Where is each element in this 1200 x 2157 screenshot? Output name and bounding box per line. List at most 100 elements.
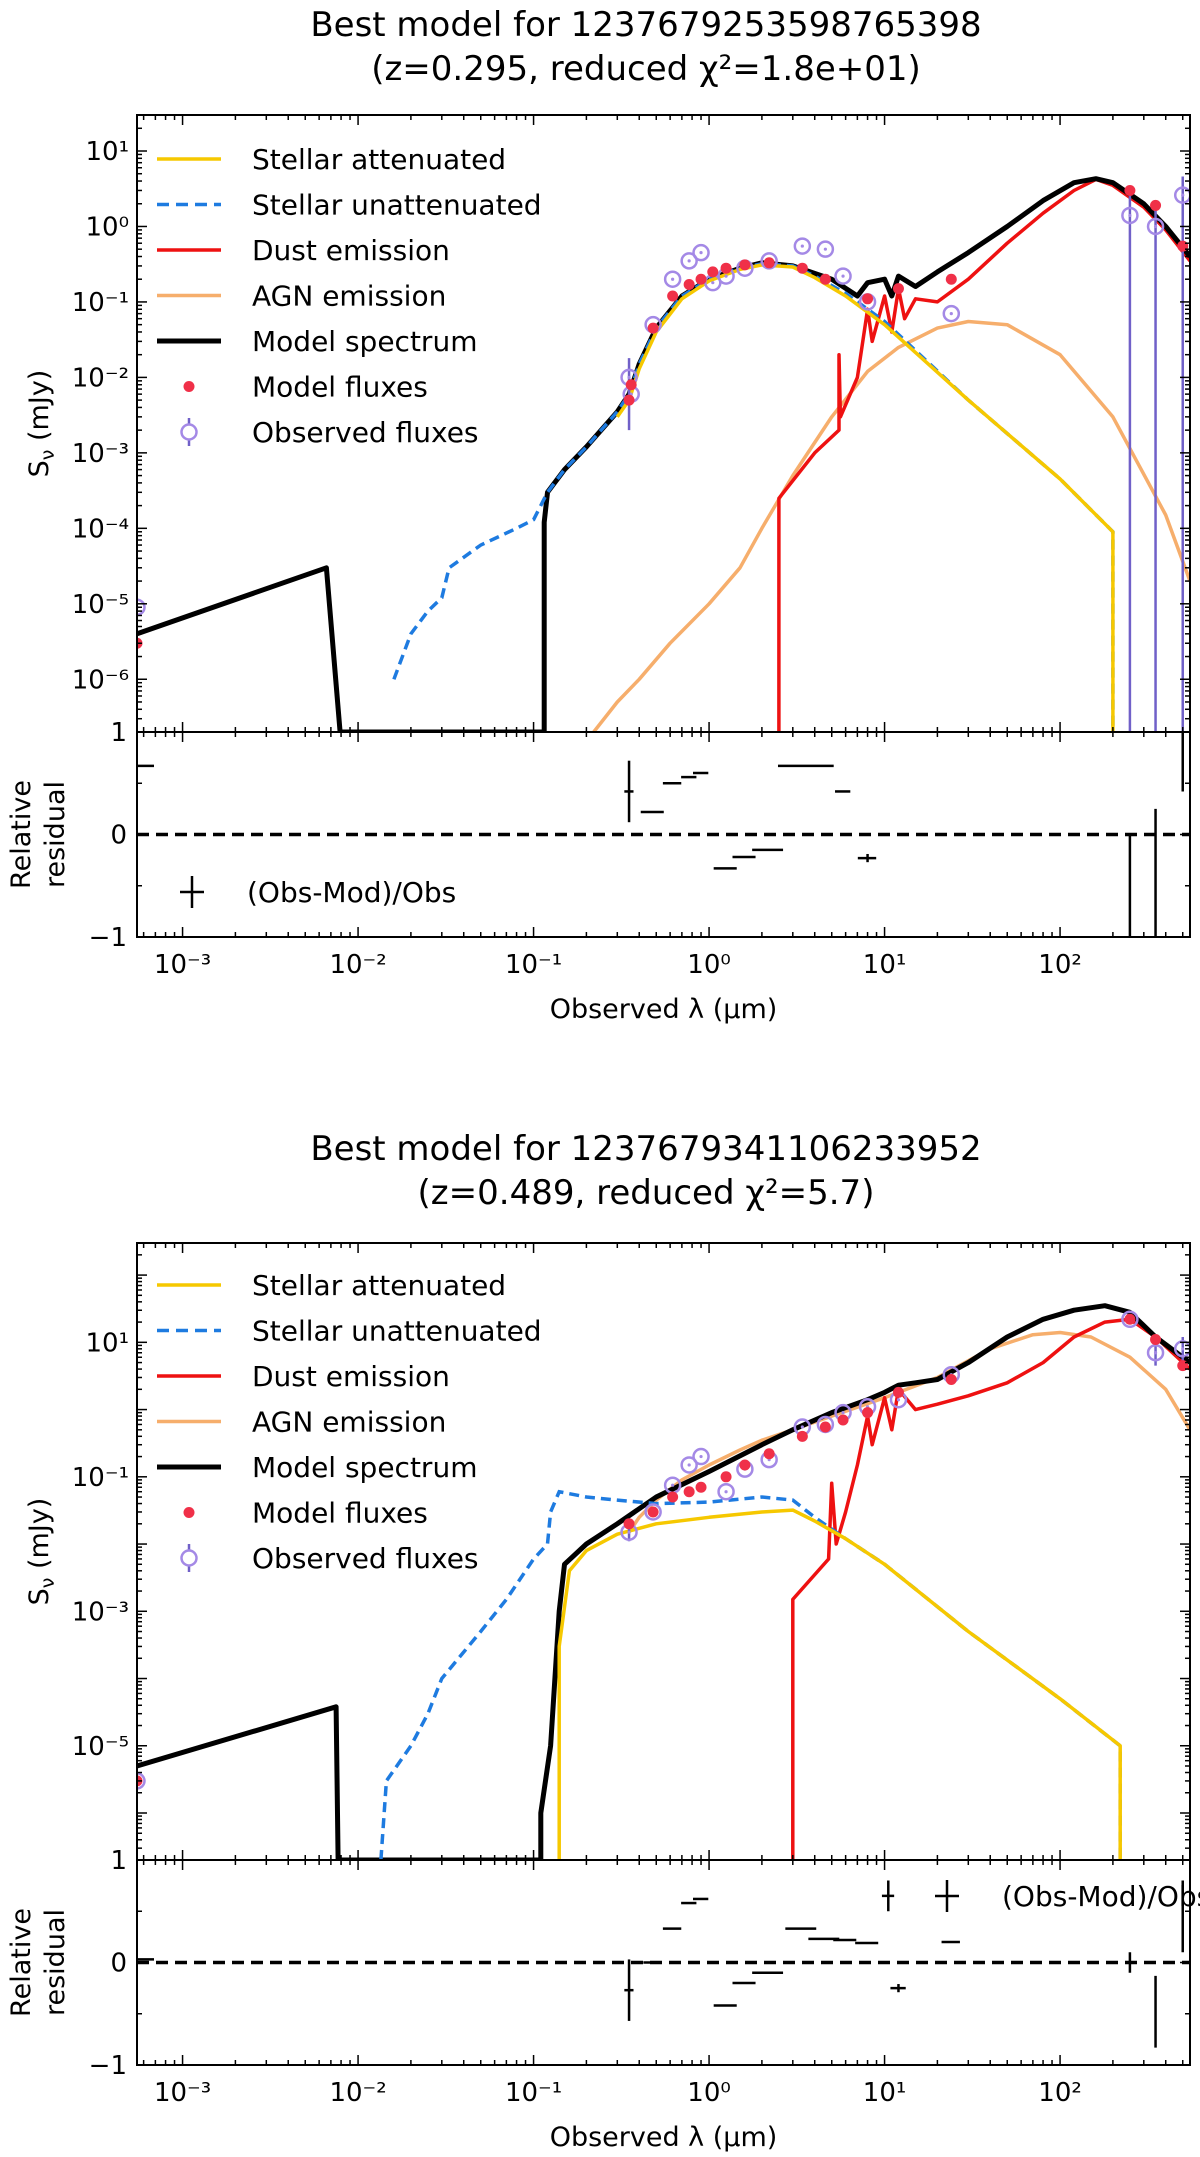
model-flux-point [667,1491,679,1503]
residual-y-axis-label-line2: residual [40,1909,71,2016]
y-tick-label: 10⁰ [85,212,129,242]
observed-flux-point [793,237,812,255]
main-plot-area [137,1303,1190,1860]
series-stellar-unattenuated [392,262,1115,732]
observed-flux-point [816,240,835,258]
model-flux-point [819,1421,831,1433]
model-flux-point [837,1414,849,1426]
observed-flux-dot [800,244,804,248]
x-tick-label: 10¹ [863,2078,907,2108]
x-axis-label: Observed λ (μm) [550,994,778,1025]
observed-flux-point [1173,186,1190,204]
observed-flux-dot [699,251,703,255]
legend-label: Stellar unattenuated [252,1315,542,1348]
observed-flux-point [692,243,710,262]
x-tick-label: 10⁻¹ [505,2078,562,2108]
observed-flux-dot [1181,193,1185,197]
x-tick-label: 10⁰ [687,950,731,980]
observed-flux-point [717,1482,735,1501]
y-tick-label: 10⁻¹ [72,1463,129,1493]
y-tick-label: 10⁻⁵ [72,590,129,620]
model-flux-point [1150,1334,1162,1346]
chart-title-line2: (z=0.489, reduced χ²=5.7) [418,1173,875,1213]
model-flux-point [647,322,659,334]
x-tick-label: 10² [1038,950,1082,980]
y-axis-label-sub: ν [37,1578,59,1589]
y-axis-label-units: (mJy) [24,1498,55,1578]
observed-flux-point [680,252,698,270]
observed-flux-dot [699,1454,703,1459]
x-tick-label: 10² [1038,2078,1082,2108]
x-tick-label: 10⁻³ [154,950,211,980]
observed-flux-dot [800,1425,804,1429]
observed-flux-dot [627,375,631,379]
x-tick-label: 10⁰ [687,2078,731,2108]
model-flux-point [945,273,957,285]
residual-y-tick-label: 1 [110,718,127,748]
residual-y-tick-label: 0 [110,1949,127,1979]
legend-label: Observed fluxes [252,416,479,449]
observed-flux-dot [1153,1351,1158,1355]
model-flux-point [720,1471,732,1483]
model-flux-point [739,1459,751,1471]
series-stellar-attenuated [557,1508,1122,1860]
observed-flux-point [942,304,961,323]
model-flux-point [683,1486,695,1498]
residual-legend-label: (Obs-Mod)/Obs [1002,1880,1200,1913]
model-flux-point [892,1386,904,1398]
legend-swatch-observed-fluxes [180,423,198,441]
legend-label: AGN emission [252,280,446,313]
legend-label: Model spectrum [252,1451,477,1484]
y-axis-label-sub: ν [37,450,59,461]
model-flux-point [720,262,732,274]
x-tick-label: 10⁻² [329,2078,386,2108]
observed-flux-dot [671,277,675,281]
x-tick-label: 10⁻² [329,950,386,980]
observed-flux-point [1121,206,1139,225]
series-agn-emission [627,1330,1190,1534]
residual-plot-area [137,732,1190,937]
observed-flux-point [692,1447,710,1466]
observed-flux-dot [687,1463,691,1467]
x-tick-label: 10⁻¹ [505,950,562,980]
legend-label: Stellar unattenuated [252,189,542,222]
series-dust-emission [791,1317,1190,1860]
legend-label: Dust emission [252,1360,450,1393]
observed-flux-dot [627,1530,631,1534]
model-flux-point [647,1506,659,1518]
residual-y-tick-label: 1 [110,1846,127,1876]
model-flux-point [623,1518,635,1530]
y-tick-label: 10¹ [85,1328,129,1358]
x-tick-label: 10⁻³ [154,2078,211,2108]
model-flux-point [892,283,904,295]
observed-flux-point [644,1503,662,1521]
y-axis-label-main: S [24,460,55,477]
chart-title-line1: Best model for 1237679341106233952 [310,1129,981,1169]
observed-flux-dot [687,259,691,263]
model-flux-point [862,1407,874,1419]
legend-label: AGN emission [252,1406,446,1439]
legend-swatch-model-fluxes [183,1507,195,1518]
main-plot-area [137,176,1190,732]
x-tick-label: 10¹ [863,950,907,980]
residual-y-tick-label: 0 [110,821,127,851]
y-axis-label: Sν (mJy) [24,370,59,478]
residual-y-tick-label: −1 [89,2051,127,2081]
sed-chart-1: Best model for 1237679253598765398 (z=0.… [6,5,1191,1025]
observed-flux-dot [724,274,728,278]
legend-label: Stellar attenuated [252,1269,506,1302]
chart-title-line2: (z=0.295, reduced χ²=1.8e+01) [371,49,921,89]
residual-y-tick-label: −1 [89,923,127,953]
observed-flux-point [1146,217,1165,236]
observed-flux-dot [724,1490,728,1494]
model-flux-point [707,266,719,278]
sed-chart-2: Best model for 1237679341106233952 (z=0.… [6,1129,1200,2153]
y-axis-label: Sν (mJy) [24,1498,59,1606]
legend-label: Stellar attenuated [252,143,506,176]
y-axis-label-units: (mJy) [24,370,55,450]
model-flux-point [763,257,775,269]
observed-flux-point [834,267,852,285]
observed-flux-dot [1181,1347,1185,1351]
model-flux-point [667,290,679,302]
